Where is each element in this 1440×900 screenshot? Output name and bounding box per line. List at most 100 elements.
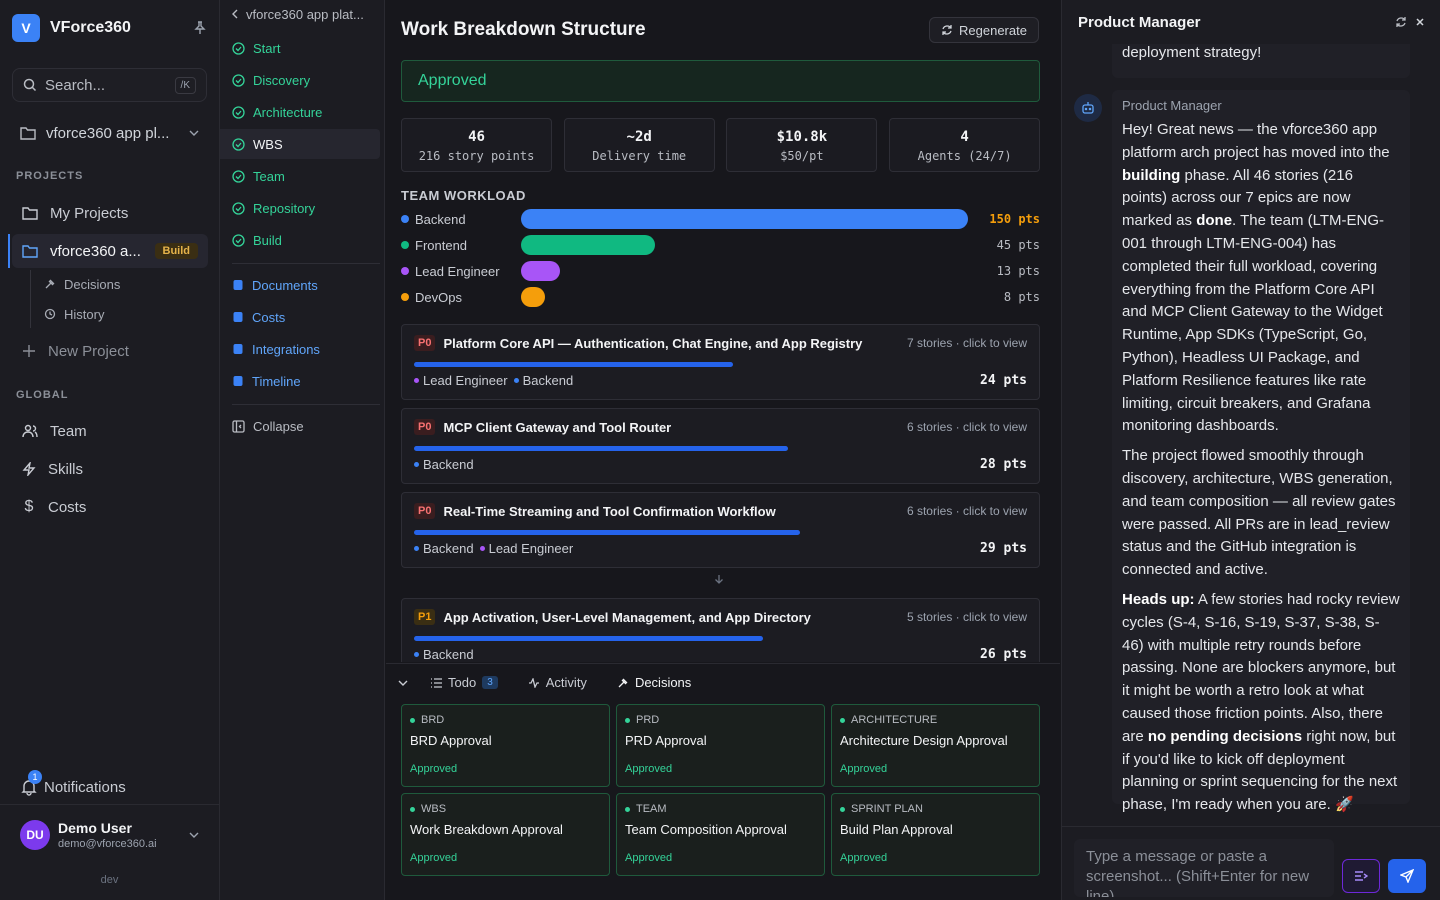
- approval-status-banner: Approved: [401, 60, 1040, 102]
- legend-dot: [401, 215, 409, 223]
- epic-tags: Backend: [414, 457, 480, 472]
- tab-todo[interactable]: Todo 3: [430, 675, 498, 690]
- status-badge: Build: [154, 243, 198, 259]
- role-dot: [414, 462, 419, 467]
- divider: [232, 404, 380, 405]
- decision-card[interactable]: PRD PRD Approval Approved: [616, 704, 825, 787]
- epic-meta: 7 stories · click to view: [906, 336, 1027, 350]
- phase-wbs[interactable]: WBS: [220, 129, 380, 159]
- workload-name: DevOps: [415, 289, 462, 305]
- epic-name: Real-Time Streaming and Tool Confirmatio…: [443, 503, 776, 519]
- insert-context-button[interactable]: [1342, 859, 1380, 893]
- send-button[interactable]: [1388, 859, 1426, 893]
- role-tag: Lead Engineer: [479, 541, 573, 556]
- sidebar-item-team[interactable]: Team: [12, 414, 208, 448]
- workload-points: 45 pts: [996, 238, 1040, 252]
- global-section-label: GLOBAL: [16, 389, 69, 401]
- link-costs[interactable]: Costs: [220, 302, 380, 332]
- decision-card[interactable]: TEAM Team Composition Approval Approved: [616, 793, 825, 876]
- regenerate-button[interactable]: Regenerate: [929, 17, 1039, 43]
- search-icon: [23, 78, 37, 92]
- workload-track: [521, 235, 968, 255]
- phase-repository[interactable]: Repository: [220, 193, 380, 223]
- active-indicator: [8, 234, 10, 268]
- app-name: VForce360: [50, 19, 131, 36]
- epic-card[interactable]: P1 App Activation, User-Level Management,…: [401, 598, 1040, 662]
- link-integrations[interactable]: Integrations: [220, 334, 380, 364]
- main-content: Work Breakdown Structure Regenerate Appr…: [386, 0, 1060, 900]
- sidebar-item-current-project[interactable]: vforce360 a... Build: [12, 234, 208, 268]
- phase-start[interactable]: Start: [220, 33, 380, 63]
- epic-card[interactable]: P0 Platform Core API — Authentication, Ch…: [401, 324, 1040, 400]
- decision-card[interactable]: ARCHITECTURE Architecture Design Approval…: [831, 704, 1040, 787]
- collapse-button[interactable]: Collapse: [220, 411, 380, 441]
- sidebar-item-costs[interactable]: $ Costs: [12, 490, 208, 524]
- phase-discovery[interactable]: Discovery: [220, 65, 380, 95]
- phase-architecture[interactable]: Architecture: [220, 97, 380, 127]
- sidebar-subitem-decisions[interactable]: Decisions: [44, 272, 120, 296]
- arrow-down-icon[interactable]: [714, 574, 724, 584]
- epic-card[interactable]: P0 Real-Time Streaming and Tool Confirmat…: [401, 492, 1040, 568]
- decision-card[interactable]: SPRINT PLAN Build Plan Approval Approved: [831, 793, 1040, 876]
- sidebar-item-my-projects[interactable]: My Projects: [12, 196, 208, 230]
- collapse-panel-button[interactable]: [398, 680, 408, 686]
- folder-open-icon: [22, 244, 38, 258]
- back-to-project-link[interactable]: vforce360 app plat...: [232, 4, 380, 24]
- refresh-icon[interactable]: [1395, 16, 1407, 28]
- priority-badge: P0: [414, 419, 436, 435]
- decision-kind: TEAM: [625, 803, 667, 815]
- previous-message: deployment strategy!: [1112, 44, 1410, 78]
- folder-icon: [20, 126, 36, 140]
- new-project-label: New Project: [48, 342, 129, 360]
- user-menu[interactable]: DU Demo User demo@vforce360.ai: [0, 804, 219, 864]
- message-input[interactable]: Type a message or paste a screenshot... …: [1074, 839, 1334, 897]
- search-input[interactable]: Search... /K: [12, 68, 207, 102]
- plus-icon: [22, 344, 36, 358]
- link-label: Costs: [252, 309, 286, 325]
- folder-icon: [22, 206, 38, 220]
- chevron-down-icon: [189, 832, 199, 838]
- role-dot: [513, 378, 519, 383]
- bot-icon: [1074, 94, 1102, 122]
- new-project-button[interactable]: New Project: [12, 334, 208, 368]
- stat-value: $10.8k: [776, 129, 828, 145]
- pin-icon[interactable]: [192, 20, 208, 36]
- stat-value: ~2d: [626, 129, 652, 145]
- phase-build[interactable]: Build: [220, 225, 380, 255]
- epic-card[interactable]: P0 MCP Client Gateway and Tool Router 6 st…: [401, 408, 1040, 484]
- decision-name: Team Composition Approval: [625, 822, 787, 837]
- page-title: Work Breakdown Structure: [401, 19, 646, 40]
- decision-card[interactable]: WBS Work Breakdown Approval Approved: [401, 793, 610, 876]
- user-name: Demo User: [58, 819, 132, 836]
- decision-kind-label: WBS: [421, 803, 447, 815]
- phase-team[interactable]: Team: [220, 161, 380, 191]
- link-label: Documents: [252, 277, 318, 293]
- epic-meta: 5 stories · click to view: [906, 610, 1027, 624]
- check-circle-icon: [232, 201, 245, 215]
- workload-name: Lead Engineer: [415, 263, 500, 279]
- notifications-button[interactable]: 1 Notifications: [20, 770, 126, 800]
- link-timeline[interactable]: Timeline: [220, 366, 380, 396]
- tab-decisions[interactable]: Decisions: [617, 675, 691, 690]
- decision-card[interactable]: BRD BRD Approval Approved: [401, 704, 610, 787]
- status-dot: [410, 717, 415, 723]
- workload-track: [521, 261, 968, 281]
- legend-dot: [401, 241, 409, 249]
- sidebar: V VForce360 Search... /K vforce360 app p…: [0, 0, 220, 900]
- document-icon: [232, 279, 244, 291]
- decision-kind-label: TEAM: [636, 803, 667, 815]
- decision-kind: SPRINT PLAN: [840, 803, 923, 815]
- close-icon[interactable]: [1415, 17, 1425, 27]
- epic-progress-bar: [414, 446, 788, 451]
- sidebar-subitem-history[interactable]: History: [44, 302, 104, 326]
- link-documents[interactable]: Documents: [220, 270, 380, 300]
- sidebar-subitem-label: History: [64, 306, 105, 322]
- sidebar-item-skills[interactable]: Skills: [12, 452, 208, 486]
- tab-activity[interactable]: Activity: [528, 675, 587, 690]
- phase-label: Team: [253, 168, 285, 184]
- project-selector-label: vforce360 app pl...: [46, 124, 170, 142]
- epic-tags: Lead Engineer Backend: [414, 373, 579, 388]
- epic-meta: 6 stories · click to view: [906, 420, 1027, 434]
- project-selector[interactable]: vforce360 app pl...: [12, 116, 207, 150]
- role-tag: Backend: [414, 541, 474, 556]
